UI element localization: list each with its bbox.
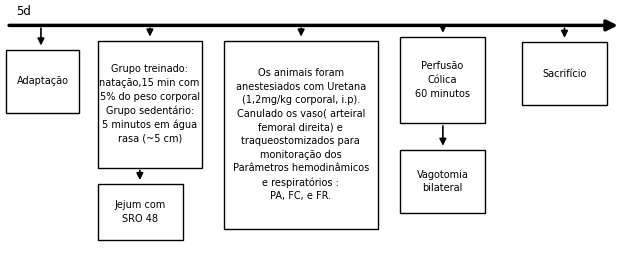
Bar — [400, 150, 485, 213]
Text: Os animais foram
anestesiados com Uretana
(1,2mg/kg corporal, i.p).
Canulado os : Os animais foram anestesiados com Uretan… — [232, 68, 369, 201]
Bar — [522, 42, 607, 105]
Text: Grupo treinado:
natação,15 min com
5% do peso corporal
Grupo sedentário:
5 minut: Grupo treinado: natação,15 min com 5% do… — [100, 65, 200, 144]
Bar — [6, 50, 79, 113]
Bar — [98, 184, 183, 240]
Text: 5d: 5d — [16, 5, 31, 18]
Bar — [224, 41, 378, 229]
Text: Sacrifício: Sacrifício — [542, 69, 587, 79]
Bar — [400, 37, 485, 123]
Text: Vagotomia
bilateral: Vagotomia bilateral — [416, 170, 469, 193]
Bar — [98, 41, 202, 168]
Text: Perfusão
Cólica
60 minutos: Perfusão Cólica 60 minutos — [415, 61, 470, 99]
Text: Jejum com
SRO 48: Jejum com SRO 48 — [115, 200, 166, 224]
Text: Adaptação: Adaptação — [16, 76, 69, 86]
